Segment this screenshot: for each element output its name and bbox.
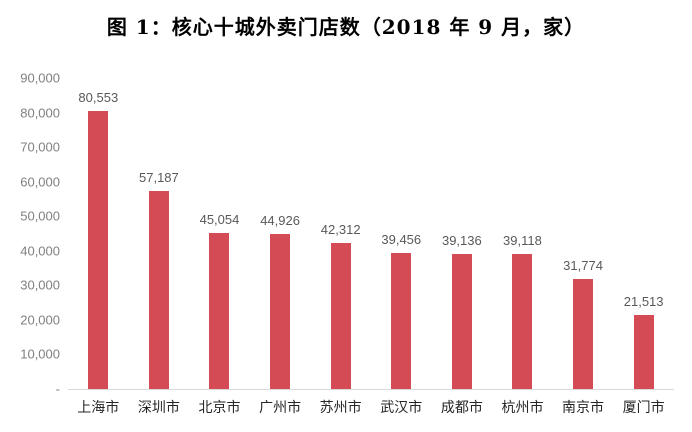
bar-slot: 45,054 北京市 — [189, 78, 250, 416]
bar — [573, 279, 594, 389]
x-category-label: 上海市 — [77, 400, 120, 416]
y-tick-label: 50,000 — [20, 208, 60, 224]
bar-value-label: 31,774 — [563, 258, 603, 273]
bar-slot: 80,553 上海市 — [68, 78, 129, 416]
y-tick-label: 10,000 — [20, 346, 60, 362]
bar — [88, 111, 109, 389]
bar-slot: 39,136 成都市 — [432, 78, 493, 416]
bar-value-label: 80,553 — [78, 90, 119, 105]
y-tick-label: 80,000 — [20, 105, 60, 121]
y-tick-label: 90,000 — [20, 70, 60, 86]
y-tick-label: 30,000 — [20, 277, 60, 293]
x-category-label: 北京市 — [198, 400, 241, 416]
bar-slot: 42,312 苏州市 — [310, 78, 371, 416]
bar-slot: 31,774 南京市 — [553, 78, 614, 416]
bar — [270, 234, 291, 389]
bar-slot: 57,187 深圳市 — [129, 78, 190, 416]
bar-value-label: 39,456 — [381, 232, 422, 247]
x-category-label: 武汉市 — [380, 400, 423, 416]
bar — [330, 243, 351, 389]
bar-value-label: 42,312 — [320, 222, 361, 237]
bar-slot: 44,926 广州市 — [250, 78, 311, 416]
bar — [209, 233, 230, 389]
x-axis-line — [68, 389, 674, 390]
chart-title: 图 1：核心十城外卖门店数（2018 年 9 月，家） — [106, 15, 586, 39]
bar-slot: 39,118 杭州市 — [492, 78, 553, 416]
y-tick-label: 40,000 — [20, 243, 60, 259]
x-category-label: 深圳市 — [137, 400, 180, 416]
bar — [512, 254, 533, 389]
x-category-label: 苏州市 — [319, 400, 362, 416]
y-tick-label: - — [55, 381, 60, 397]
x-category-label: 南京市 — [562, 400, 605, 416]
plot-area: 80,553 上海市 57,187 深圳市 45,054 北京市 44,926 广州市 42,3… — [20, 71, 674, 416]
bar-value-label: 39,136 — [441, 233, 482, 248]
bar-slot: 39,456 武汉市 — [371, 78, 432, 416]
x-category-label: 厦门市 — [622, 400, 665, 416]
bar — [633, 315, 654, 389]
x-category-label: 杭州市 — [501, 400, 544, 416]
bars-container: 80,553 上海市 57,187 深圳市 45,054 北京市 44,926 广州市 42,3… — [68, 78, 674, 416]
y-tick-label: 20,000 — [20, 312, 60, 328]
y-tick-label: 70,000 — [20, 139, 60, 155]
x-category-label: 广州市 — [259, 400, 302, 416]
bar-value-label: 39,118 — [503, 233, 542, 248]
bar-slot: 21,513 厦门市 — [613, 78, 674, 416]
bar — [148, 191, 169, 389]
bar — [391, 253, 412, 389]
bar-value-label: 45,054 — [199, 212, 240, 227]
x-category-label: 成都市 — [440, 400, 483, 416]
bar-value-label: 57,187 — [139, 170, 179, 185]
bar — [451, 254, 472, 389]
y-tick-label: 60,000 — [20, 174, 60, 190]
bar-value-label: 44,926 — [260, 213, 300, 228]
bar-value-label: 21,513 — [623, 294, 664, 309]
